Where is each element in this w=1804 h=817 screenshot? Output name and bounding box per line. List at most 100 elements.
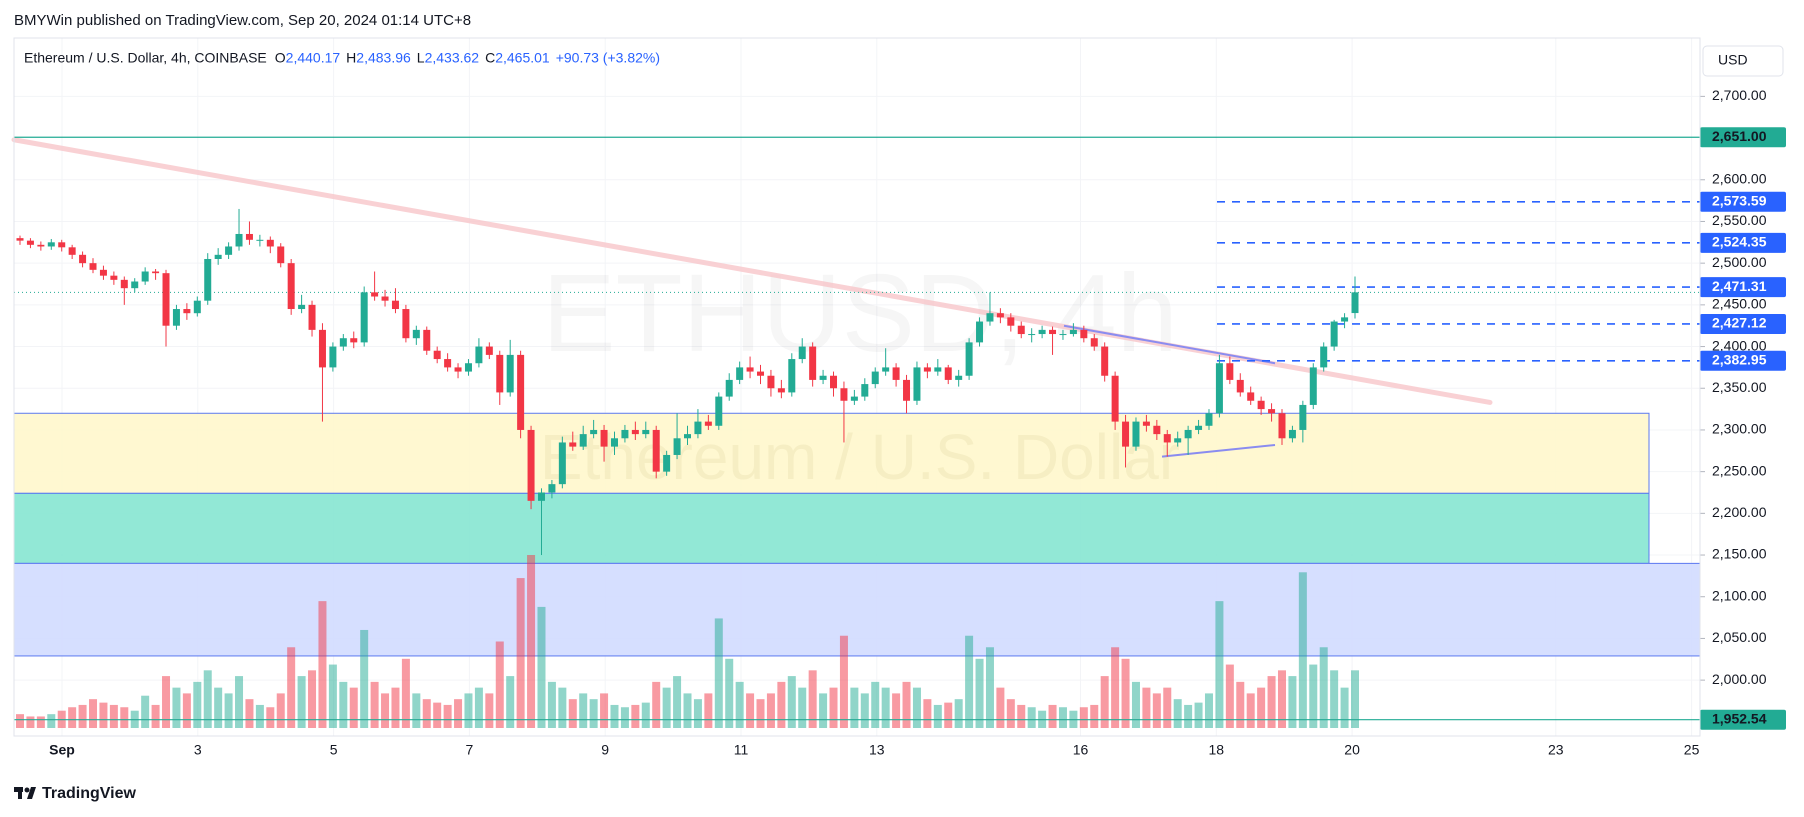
volume-bar <box>203 670 212 728</box>
candle-body <box>1205 413 1213 426</box>
candle-body <box>590 429 598 435</box>
volume-bar <box>1027 707 1036 728</box>
y-tick-label: 2,700.00 <box>1712 87 1767 103</box>
volume-bar <box>1142 687 1151 728</box>
volume-bar <box>798 687 807 728</box>
candle-body <box>1080 329 1088 339</box>
candle-body <box>903 379 911 401</box>
candle-body <box>610 438 618 447</box>
candle-body <box>631 429 639 435</box>
volume-bar <box>454 699 463 728</box>
volume-bar <box>839 635 848 728</box>
y-tick-label: 2,250.00 <box>1712 462 1767 478</box>
volume-bar <box>297 676 306 728</box>
candle-body <box>141 271 149 282</box>
price-label-box <box>1700 277 1786 298</box>
volume-bar <box>1079 707 1088 728</box>
volume-bar <box>1330 670 1339 728</box>
volume-bar <box>464 693 473 728</box>
volume-bar <box>829 687 838 728</box>
candle-body <box>172 309 180 326</box>
candle-body <box>600 429 608 447</box>
volume-bar <box>850 687 859 728</box>
price-label-box <box>1700 350 1786 371</box>
volume-bar <box>704 693 713 728</box>
candle-body <box>819 375 827 380</box>
candle-body <box>1351 292 1359 314</box>
candle-body <box>1184 429 1192 439</box>
candle-body <box>1017 325 1025 335</box>
candle-body <box>412 329 420 339</box>
publisher: BMYWin published on TradingView.com, Sep… <box>14 12 471 29</box>
candle-body <box>558 442 566 485</box>
volume-bar <box>193 681 202 728</box>
volume-bar <box>641 702 650 728</box>
candle-body <box>1247 392 1255 401</box>
candle-body <box>339 338 347 347</box>
candle-body <box>47 242 55 247</box>
volume-bar <box>141 695 150 728</box>
volume-bar <box>235 676 244 728</box>
volume-bar <box>714 618 723 728</box>
volume-bar <box>47 714 56 728</box>
candle-body <box>548 484 556 493</box>
candle-body <box>391 300 399 310</box>
volume-bar <box>245 699 254 728</box>
candle-body <box>537 492 545 501</box>
volume-bar <box>819 693 828 728</box>
volume-bar <box>1006 699 1015 728</box>
volume-bar <box>1267 676 1276 728</box>
candle-body <box>1028 334 1036 336</box>
volume-bar <box>401 658 410 728</box>
x-tick-label: 11 <box>734 742 749 758</box>
brand-logo <box>14 787 36 799</box>
candle-body <box>464 363 472 372</box>
candle-body <box>68 247 76 255</box>
volume-bar <box>756 699 765 728</box>
candle-body <box>58 242 66 248</box>
volume-bar <box>537 606 546 728</box>
candle-body <box>1278 413 1286 439</box>
volume-bar <box>1204 693 1213 728</box>
volume-bar <box>1048 704 1057 728</box>
x-tick-label: 18 <box>1209 742 1225 758</box>
legend-l_label: L <box>417 50 425 66</box>
candle-body <box>204 258 212 301</box>
volume-bar <box>1340 687 1349 728</box>
x-tick-label: 13 <box>869 742 885 758</box>
candle-body <box>454 367 462 372</box>
candle-body <box>475 346 483 364</box>
price-label: 2,471.31 <box>1712 278 1767 294</box>
volume-bar <box>433 702 442 728</box>
volume-bar <box>68 707 77 728</box>
candle-body <box>360 292 368 343</box>
candle-body <box>798 346 806 360</box>
volume-bar <box>579 693 588 728</box>
volume-bar <box>996 687 1005 728</box>
candle-body <box>496 354 504 393</box>
candle-body <box>298 304 306 310</box>
candle-body <box>277 246 285 264</box>
volume-bar <box>735 681 744 728</box>
volume-bar <box>662 687 671 728</box>
y-tick-label: 2,100.00 <box>1712 587 1767 603</box>
x-tick-label: 20 <box>1344 742 1360 758</box>
volume-bar <box>328 664 337 728</box>
y-tick-label: 2,050.00 <box>1712 629 1767 645</box>
volume-bar <box>412 693 421 728</box>
candle-body <box>120 279 128 289</box>
candle-body <box>652 429 660 472</box>
logo-part <box>27 787 36 799</box>
volume-bar <box>1257 687 1266 728</box>
candle-body <box>1132 421 1140 447</box>
volume-bar <box>1058 707 1067 728</box>
price-label: 2,651.00 <box>1712 128 1767 144</box>
volume-bar <box>1100 676 1109 728</box>
volume-bar <box>485 693 494 728</box>
candle-body <box>485 346 493 355</box>
y-tick-label: 2,000.00 <box>1712 671 1767 687</box>
volume-bar <box>474 687 483 728</box>
